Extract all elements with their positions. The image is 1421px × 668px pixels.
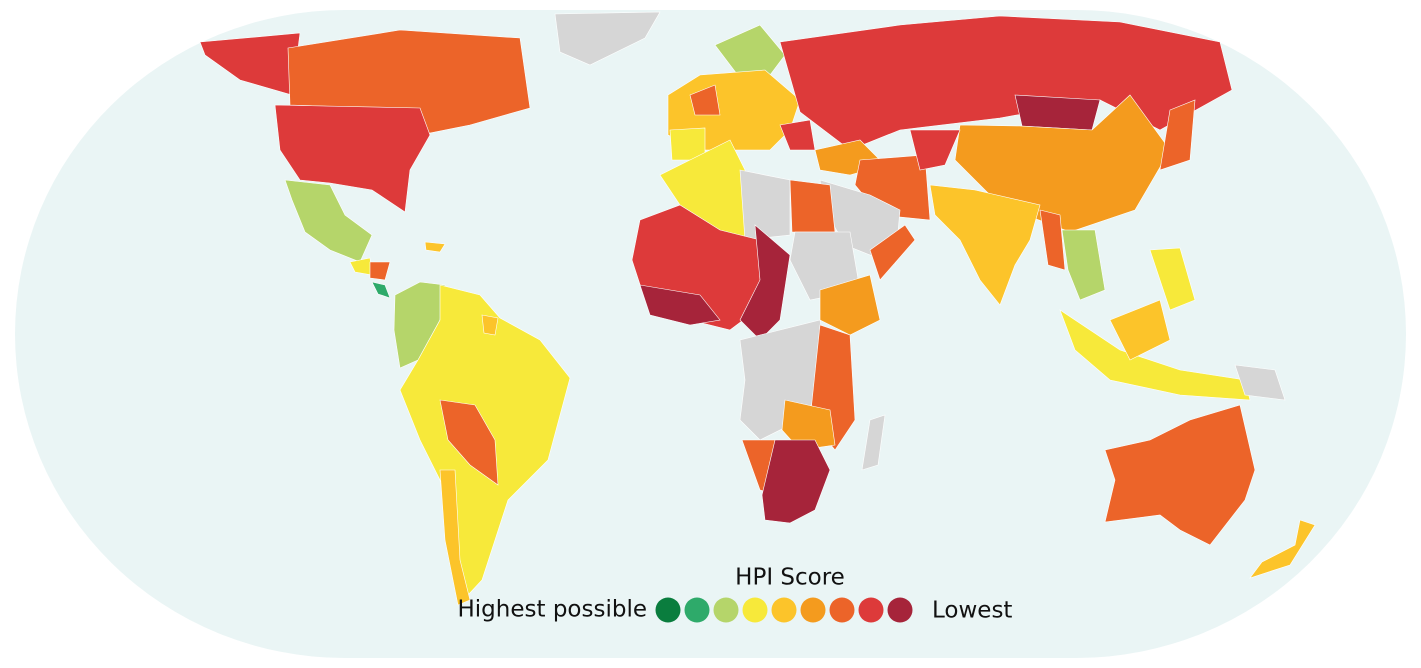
yemen-oman: [869, 224, 916, 281]
legend-swatch: [655, 597, 681, 623]
legend-swatches: [655, 597, 913, 623]
legend-high-label: Highest possible: [458, 597, 648, 623]
se-asia: [1061, 229, 1106, 301]
legend-swatch: [713, 597, 739, 623]
legend-swatch: [858, 597, 884, 623]
central-asia: [909, 129, 961, 171]
legend-swatch: [800, 597, 826, 623]
ethiopia: [819, 274, 881, 336]
legend: HPI Score Highest possible Lowest: [458, 565, 1013, 624]
mongolia: [1014, 94, 1101, 131]
countries: [199, 11, 1316, 606]
chile: [439, 469, 471, 606]
legend-swatch: [887, 597, 913, 623]
india: [929, 184, 1041, 306]
honduras: [369, 261, 391, 281]
bolivia: [439, 399, 499, 486]
gulf-guinea: [639, 284, 721, 326]
japan: [1159, 99, 1196, 171]
borneo: [1109, 299, 1171, 361]
egypt: [789, 179, 836, 233]
legend-low-label: Lowest: [932, 598, 1012, 624]
usa: [274, 104, 431, 213]
australia: [1104, 404, 1256, 546]
costa-rica: [371, 281, 391, 299]
png: [1234, 364, 1286, 401]
western-europe: [689, 84, 721, 116]
libya: [739, 169, 791, 241]
legend-swatch: [742, 597, 768, 623]
madagascar: [861, 414, 886, 471]
suriname: [481, 314, 499, 336]
legend-swatch: [771, 597, 797, 623]
legend-swatch: [829, 597, 855, 623]
alaska: [199, 32, 301, 96]
south-africa: [761, 439, 831, 524]
caribbean: [424, 241, 446, 253]
legend-title: HPI Score: [735, 565, 845, 591]
indonesia: [1059, 309, 1251, 401]
legend-swatch: [684, 597, 710, 623]
myanmar: [1039, 209, 1066, 271]
new-zealand: [1249, 519, 1316, 579]
greenland: [554, 11, 661, 66]
philippines: [1149, 247, 1196, 311]
